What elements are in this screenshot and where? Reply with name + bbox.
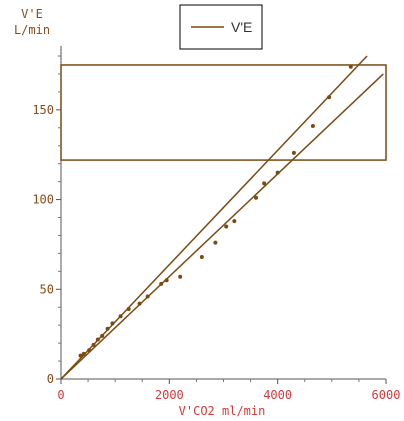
data-point-11	[137, 301, 142, 306]
x-tick-label: 0	[57, 388, 64, 402]
data-point-24	[310, 123, 315, 128]
y-tick-label: 0	[47, 372, 54, 386]
data-point-26	[348, 64, 353, 69]
data-point-12	[145, 294, 150, 299]
data-point-1	[78, 353, 83, 358]
highlight-box	[60, 64, 387, 161]
data-point-19	[232, 219, 237, 224]
frame-layer	[60, 46, 387, 380]
data-point-5	[95, 337, 100, 342]
data-point-21	[262, 181, 267, 186]
data-point-18	[224, 224, 229, 229]
data-point-17	[213, 240, 218, 245]
legend: V'E	[179, 4, 263, 50]
data-point-23	[291, 150, 296, 155]
data-point-16	[199, 254, 204, 259]
data-point-3	[87, 348, 92, 353]
x-axis-label: V'CO2 ml/min	[179, 404, 266, 418]
data-point-15	[178, 274, 183, 279]
data-point-8	[110, 321, 115, 326]
x-tick-label: 2000	[155, 388, 184, 402]
fit-lines	[60, 55, 384, 380]
data-point-7	[105, 326, 110, 331]
data-points	[78, 64, 353, 358]
fit-line-2	[60, 73, 384, 380]
y-axis-label-line2: L/min	[14, 23, 50, 37]
x-tick-label: 6000	[372, 388, 401, 402]
y-axis-label-line1: V'E	[21, 7, 43, 21]
y-tick-label: 100	[32, 193, 54, 207]
data-point-9	[118, 314, 123, 319]
axis-ticks: 0 50 100 150 0 2000 4000 6000	[32, 55, 401, 402]
y-tick-label: 50	[40, 282, 54, 296]
data-point-2	[81, 351, 86, 356]
y-tick-label: 150	[32, 103, 54, 117]
x-tick-label: 4000	[263, 388, 292, 402]
data-point-10	[126, 307, 131, 312]
data-point-4	[91, 342, 96, 347]
data-point-25	[327, 95, 332, 100]
data-point-6	[100, 333, 105, 338]
data-point-13	[159, 281, 164, 286]
data-point-20	[254, 195, 258, 200]
data-point-14	[164, 278, 169, 283]
data-point-22	[275, 170, 280, 175]
legend-entry-ve: V'E	[231, 19, 252, 35]
